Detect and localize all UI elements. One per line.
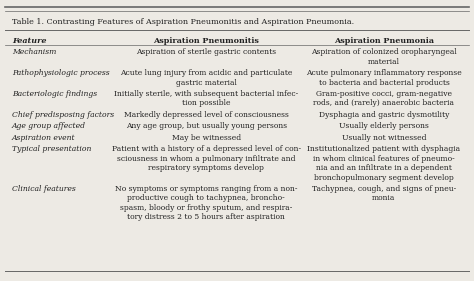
Text: Any age group, but usually young persons: Any age group, but usually young persons [126,122,287,130]
Text: Pathophysiologic process: Pathophysiologic process [12,69,109,77]
Text: Usually elderly persons: Usually elderly persons [339,122,429,130]
Text: Age group affected: Age group affected [12,122,86,130]
Text: Gram-positive cocci, gram-negative
rods, and (rarely) anaerobic bacteria: Gram-positive cocci, gram-negative rods,… [313,90,455,107]
Text: Institutionalized patient with dysphagia
in whom clinical features of pneumo-
ni: Institutionalized patient with dysphagia… [307,145,461,182]
Text: No symptoms or symptoms ranging from a non-
productive cough to tachypnea, bronc: No symptoms or symptoms ranging from a n… [115,185,298,221]
Text: Usually not witnessed: Usually not witnessed [342,134,426,142]
Text: Chief predisposing factors: Chief predisposing factors [12,111,114,119]
Text: Dysphagia and gastric dysmotility: Dysphagia and gastric dysmotility [319,111,449,119]
Text: Typical presentation: Typical presentation [12,145,91,153]
Text: Initially sterile, with subsequent bacterial infec-
tion possible: Initially sterile, with subsequent bacte… [114,90,298,107]
Text: Aspiration Pneumonia: Aspiration Pneumonia [334,37,434,44]
Text: Aspiration of colonized oropharyngeal
material: Aspiration of colonized oropharyngeal ma… [311,48,457,66]
Text: Mechanism: Mechanism [12,48,56,56]
Text: Markedly depressed level of consciousness: Markedly depressed level of consciousnes… [124,111,289,119]
Text: Aspiration event: Aspiration event [12,134,75,142]
Text: Bacteriologic findings: Bacteriologic findings [12,90,97,98]
Text: Acute pulmonary inflammatory response
to bacteria and bacterial products: Acute pulmonary inflammatory response to… [306,69,462,87]
Text: Tachypnea, cough, and signs of pneu-
monia: Tachypnea, cough, and signs of pneu- mon… [312,185,456,202]
Text: May be witnessed: May be witnessed [172,134,241,142]
Text: Acute lung injury from acidic and particulate
gastric material: Acute lung injury from acidic and partic… [120,69,292,87]
Text: Clinical features: Clinical features [12,185,75,192]
Text: Feature: Feature [12,37,46,44]
Text: Table 1. Contrasting Features of Aspiration Pneumonitis and Aspiration Pneumonia: Table 1. Contrasting Features of Aspirat… [12,18,354,26]
Text: Aspiration Pneumonitis: Aspiration Pneumonitis [153,37,259,44]
Text: Patient with a history of a depressed level of con-
sciousness in whom a pulmona: Patient with a history of a depressed le… [112,145,301,172]
Text: Aspiration of sterile gastric contents: Aspiration of sterile gastric contents [136,48,276,56]
